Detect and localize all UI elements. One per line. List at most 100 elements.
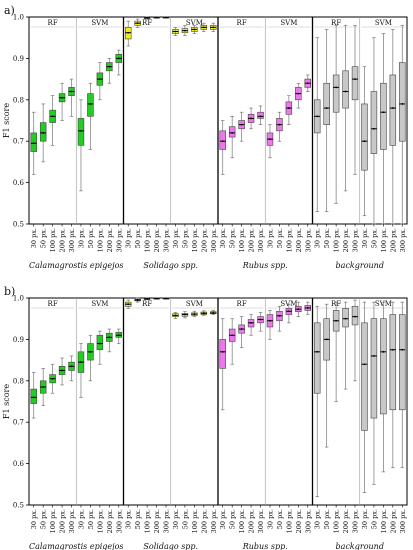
method-label: SVM (186, 300, 203, 308)
x-tick-label: 300 px. (210, 509, 218, 533)
x-tick-label: 100 px. (333, 509, 341, 533)
x-tick-label: 100 px. (49, 509, 57, 533)
x-tick-label: 300 px. (163, 228, 171, 252)
median-point (212, 26, 215, 29)
box-plot (58, 357, 66, 386)
median-point (316, 350, 319, 353)
box-plot (247, 107, 255, 130)
method-label: SVM (186, 19, 203, 27)
box-plot (285, 303, 293, 324)
method-label: RF (237, 19, 247, 27)
median-point (354, 315, 356, 318)
x-tick-label: 30 px. (77, 509, 85, 529)
method-label: SVM (91, 19, 108, 27)
x-tick-label: 30 px. (172, 228, 180, 248)
median-point (391, 348, 394, 351)
x-tick-label: 30 px. (314, 509, 322, 529)
x-tick-label: 300 px. (163, 509, 171, 533)
median-point (287, 107, 290, 109)
method-label: RF (142, 19, 152, 27)
median-point (297, 308, 300, 311)
box-plot (399, 301, 406, 469)
x-tick-label: 30 px. (30, 228, 38, 248)
x-tick-label: 50 px. (40, 228, 48, 248)
median-point (306, 307, 309, 309)
box-plot (96, 330, 104, 365)
box (219, 130, 226, 150)
median-point (61, 369, 63, 372)
box-plot (266, 124, 274, 159)
box-plot (162, 297, 170, 300)
x-tick-label: 200 px. (342, 228, 350, 252)
box (30, 132, 37, 152)
box-plot (342, 301, 349, 390)
median-point (108, 65, 111, 68)
x-tick-label: 300 px. (304, 509, 312, 533)
median-point (193, 313, 196, 316)
box (399, 62, 406, 142)
x-tick-label: 200 px. (153, 228, 161, 252)
x-tick-label: 50 px. (370, 509, 378, 529)
x-tick-label: 100 px. (49, 228, 57, 252)
box (96, 334, 104, 351)
box (370, 318, 378, 419)
box-plot (276, 111, 283, 142)
median-point (363, 363, 366, 366)
box-plot (313, 305, 321, 498)
y-tick-label: 0.9 (13, 336, 24, 344)
box-plot (361, 301, 368, 493)
box (361, 322, 368, 431)
median-point (401, 103, 404, 105)
box-plot (285, 95, 293, 125)
box-plot (257, 312, 264, 332)
box (87, 93, 94, 117)
median-point (373, 355, 375, 357)
box-plot (143, 16, 151, 20)
median-point (70, 365, 73, 368)
median-point (184, 313, 186, 316)
median-point (70, 90, 73, 93)
box-plot (219, 318, 226, 411)
x-tick-label: 200 px. (59, 509, 67, 533)
box-plot (49, 95, 56, 146)
box-plot (389, 301, 397, 469)
box-plot (191, 310, 198, 317)
median-point (155, 16, 158, 19)
box-plot (210, 310, 217, 315)
box-plot (266, 310, 274, 340)
median-point (202, 26, 205, 29)
box-plot (191, 24, 198, 34)
box-plot (200, 22, 208, 32)
median-point (344, 90, 347, 93)
method-label: SVM (375, 19, 392, 27)
method-label: RF (331, 19, 341, 27)
x-tick-label: 300 px. (68, 228, 76, 252)
method-label: SVM (280, 19, 297, 27)
method-label: RF (142, 300, 152, 308)
median-point (42, 132, 45, 134)
x-tick-label: 50 px. (229, 228, 237, 248)
box-plot (351, 299, 359, 382)
box-plot (332, 301, 340, 402)
median-point (212, 312, 215, 314)
median-point (354, 78, 356, 80)
box-plot (143, 297, 151, 301)
x-tick-label: 200 px. (248, 228, 256, 252)
x-tick-label: 50 px. (323, 509, 331, 529)
median-point (98, 342, 101, 345)
box-plot (323, 29, 330, 212)
x-tick-label: 50 px. (87, 509, 95, 529)
x-tick-label: 300 px. (304, 228, 312, 252)
box-plot (247, 314, 255, 336)
x-tick-label: 100 px. (144, 228, 152, 252)
box-plot (238, 111, 245, 142)
box-plot (162, 16, 170, 19)
x-tick-label: 50 px. (276, 228, 284, 248)
median-point (259, 115, 262, 118)
box-plot (295, 82, 302, 109)
x-tick-label: 200 px. (153, 509, 161, 533)
box-plot (68, 355, 75, 382)
box-plot (39, 103, 47, 163)
box-plot (30, 111, 37, 175)
median-point (174, 30, 177, 33)
